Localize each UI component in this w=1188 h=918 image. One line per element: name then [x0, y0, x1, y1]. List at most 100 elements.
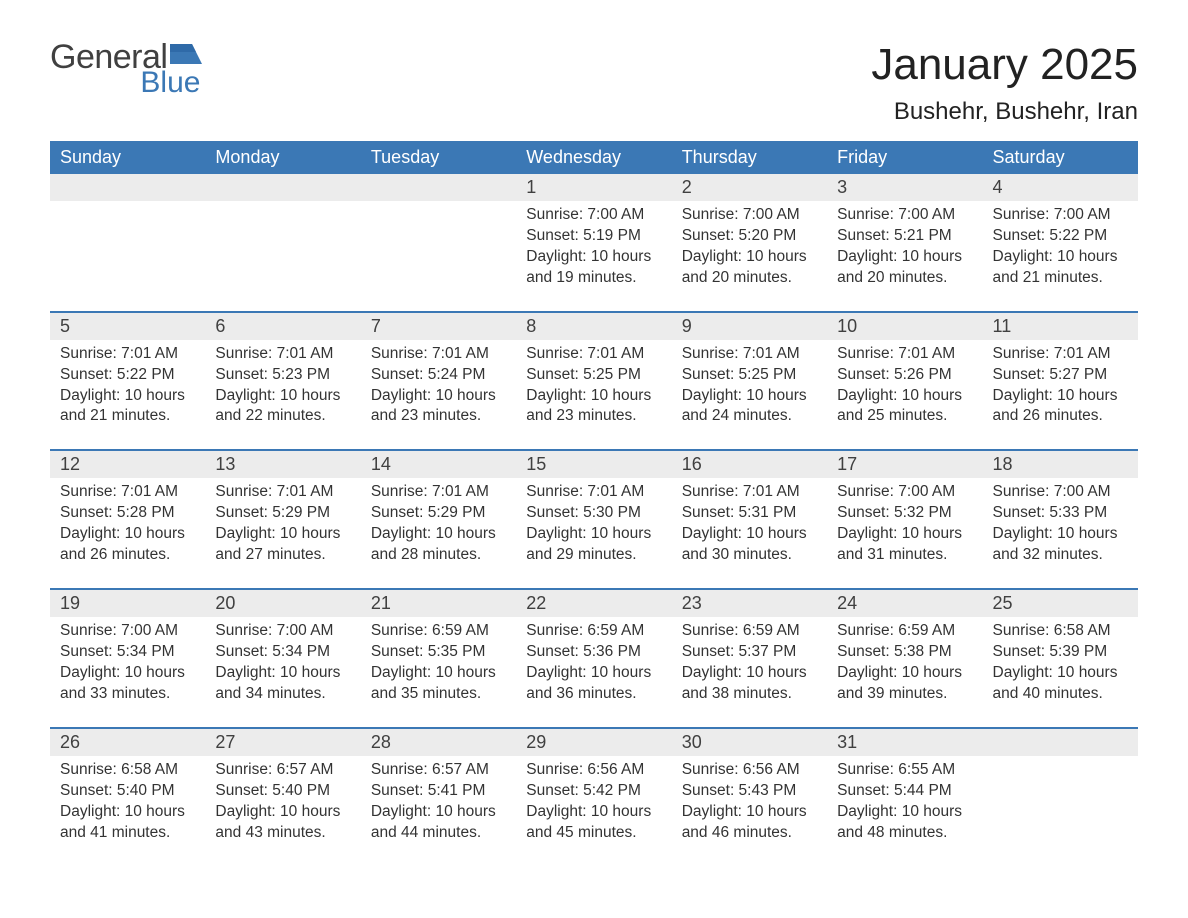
sunrise-text: Sunrise: 7:00 AM	[837, 205, 972, 226]
sunset-text: Sunset: 5:43 PM	[682, 781, 817, 802]
day-number: 21	[361, 589, 516, 617]
day-number: 4	[983, 174, 1138, 201]
daylight-text-line1: Daylight: 10 hours	[993, 663, 1128, 684]
daylight-text-line1: Daylight: 10 hours	[837, 386, 972, 407]
day-cell: Sunrise: 7:00 AMSunset: 5:22 PMDaylight:…	[983, 201, 1138, 312]
day-number: 23	[672, 589, 827, 617]
daylight-text-line2: and 32 minutes.	[993, 545, 1128, 566]
daylight-text-line1: Daylight: 10 hours	[215, 524, 350, 545]
day-cell: Sunrise: 7:01 AMSunset: 5:28 PMDaylight:…	[50, 478, 205, 589]
sunrise-text: Sunrise: 7:01 AM	[371, 482, 506, 503]
day-cell: Sunrise: 6:58 AMSunset: 5:40 PMDaylight:…	[50, 756, 205, 866]
daylight-text-line1: Daylight: 10 hours	[371, 524, 506, 545]
day-cell: Sunrise: 7:00 AMSunset: 5:19 PMDaylight:…	[516, 201, 671, 312]
daylight-text-line2: and 44 minutes.	[371, 823, 506, 844]
daylight-text-line1: Daylight: 10 hours	[60, 802, 195, 823]
day-cell: Sunrise: 7:01 AMSunset: 5:22 PMDaylight:…	[50, 340, 205, 451]
sunrise-text: Sunrise: 6:59 AM	[371, 621, 506, 642]
daylight-text-line2: and 31 minutes.	[837, 545, 972, 566]
daylight-text-line2: and 29 minutes.	[526, 545, 661, 566]
daylight-text-line2: and 39 minutes.	[837, 684, 972, 705]
sunset-text: Sunset: 5:25 PM	[682, 365, 817, 386]
sunrise-text: Sunrise: 7:01 AM	[682, 344, 817, 365]
weekday-header-row: Sunday Monday Tuesday Wednesday Thursday…	[50, 141, 1138, 174]
sunset-text: Sunset: 5:29 PM	[371, 503, 506, 524]
day-cell: Sunrise: 6:56 AMSunset: 5:43 PMDaylight:…	[672, 756, 827, 866]
daylight-text-line1: Daylight: 10 hours	[837, 524, 972, 545]
sunrise-text: Sunrise: 7:01 AM	[526, 482, 661, 503]
sunrise-text: Sunrise: 7:01 AM	[215, 482, 350, 503]
title-block: January 2025 Bushehr, Bushehr, Iran	[871, 40, 1138, 126]
sunset-text: Sunset: 5:40 PM	[60, 781, 195, 802]
logo-text-blue: Blue	[140, 68, 200, 98]
sunset-text: Sunset: 5:38 PM	[837, 642, 972, 663]
day-cell: Sunrise: 6:57 AMSunset: 5:40 PMDaylight:…	[205, 756, 360, 866]
day-cell: Sunrise: 7:01 AMSunset: 5:24 PMDaylight:…	[361, 340, 516, 451]
day-content-row: Sunrise: 7:00 AMSunset: 5:19 PMDaylight:…	[50, 201, 1138, 312]
day-number: 3	[827, 174, 982, 201]
day-cell: Sunrise: 7:01 AMSunset: 5:29 PMDaylight:…	[205, 478, 360, 589]
day-number: 29	[516, 728, 671, 756]
day-cell: Sunrise: 6:56 AMSunset: 5:42 PMDaylight:…	[516, 756, 671, 866]
daylight-text-line2: and 48 minutes.	[837, 823, 972, 844]
daylight-text-line1: Daylight: 10 hours	[60, 524, 195, 545]
daylight-text-line2: and 25 minutes.	[837, 406, 972, 427]
day-cell: Sunrise: 7:01 AMSunset: 5:30 PMDaylight:…	[516, 478, 671, 589]
sunrise-text: Sunrise: 7:01 AM	[993, 344, 1128, 365]
day-content-row: Sunrise: 7:01 AMSunset: 5:22 PMDaylight:…	[50, 340, 1138, 451]
sunrise-text: Sunrise: 7:00 AM	[60, 621, 195, 642]
day-number: 14	[361, 450, 516, 478]
day-cell: Sunrise: 6:55 AMSunset: 5:44 PMDaylight:…	[827, 756, 982, 866]
daylight-text-line2: and 33 minutes.	[60, 684, 195, 705]
sunset-text: Sunset: 5:26 PM	[837, 365, 972, 386]
day-number-row: 19202122232425	[50, 589, 1138, 617]
sunset-text: Sunset: 5:34 PM	[60, 642, 195, 663]
daylight-text-line2: and 23 minutes.	[526, 406, 661, 427]
daylight-text-line2: and 41 minutes.	[60, 823, 195, 844]
month-title: January 2025	[871, 40, 1138, 90]
sunrise-text: Sunrise: 6:57 AM	[215, 760, 350, 781]
sunset-text: Sunset: 5:20 PM	[682, 226, 817, 247]
sunset-text: Sunset: 5:39 PM	[993, 642, 1128, 663]
day-number: 15	[516, 450, 671, 478]
daylight-text-line2: and 43 minutes.	[215, 823, 350, 844]
daylight-text-line2: and 21 minutes.	[993, 268, 1128, 289]
daylight-text-line1: Daylight: 10 hours	[371, 802, 506, 823]
day-cell	[983, 756, 1138, 866]
daylight-text-line2: and 21 minutes.	[60, 406, 195, 427]
sunset-text: Sunset: 5:29 PM	[215, 503, 350, 524]
day-cell: Sunrise: 7:01 AMSunset: 5:26 PMDaylight:…	[827, 340, 982, 451]
day-cell	[205, 201, 360, 312]
day-cell: Sunrise: 6:59 AMSunset: 5:36 PMDaylight:…	[516, 617, 671, 728]
weekday-header: Wednesday	[516, 141, 671, 174]
daylight-text-line2: and 19 minutes.	[526, 268, 661, 289]
daylight-text-line2: and 20 minutes.	[682, 268, 817, 289]
day-cell: Sunrise: 7:01 AMSunset: 5:31 PMDaylight:…	[672, 478, 827, 589]
sunset-text: Sunset: 5:24 PM	[371, 365, 506, 386]
day-number: 13	[205, 450, 360, 478]
sunrise-text: Sunrise: 6:59 AM	[526, 621, 661, 642]
daylight-text-line1: Daylight: 10 hours	[60, 663, 195, 684]
daylight-text-line1: Daylight: 10 hours	[993, 524, 1128, 545]
location-subtitle: Bushehr, Bushehr, Iran	[871, 98, 1138, 126]
sunrise-text: Sunrise: 7:01 AM	[371, 344, 506, 365]
sunrise-text: Sunrise: 7:01 AM	[60, 482, 195, 503]
day-cell	[361, 201, 516, 312]
sunrise-text: Sunrise: 6:56 AM	[526, 760, 661, 781]
day-number: 9	[672, 312, 827, 340]
day-content-row: Sunrise: 6:58 AMSunset: 5:40 PMDaylight:…	[50, 756, 1138, 866]
sunrise-text: Sunrise: 7:00 AM	[993, 482, 1128, 503]
day-cell: Sunrise: 7:01 AMSunset: 5:25 PMDaylight:…	[516, 340, 671, 451]
weekday-header: Sunday	[50, 141, 205, 174]
day-number	[361, 174, 516, 201]
daylight-text-line2: and 24 minutes.	[682, 406, 817, 427]
daylight-text-line1: Daylight: 10 hours	[682, 524, 817, 545]
sunrise-text: Sunrise: 7:01 AM	[526, 344, 661, 365]
day-number: 30	[672, 728, 827, 756]
day-number: 5	[50, 312, 205, 340]
daylight-text-line2: and 20 minutes.	[837, 268, 972, 289]
sunset-text: Sunset: 5:37 PM	[682, 642, 817, 663]
sunset-text: Sunset: 5:36 PM	[526, 642, 661, 663]
daylight-text-line2: and 26 minutes.	[993, 406, 1128, 427]
sunrise-text: Sunrise: 6:59 AM	[682, 621, 817, 642]
